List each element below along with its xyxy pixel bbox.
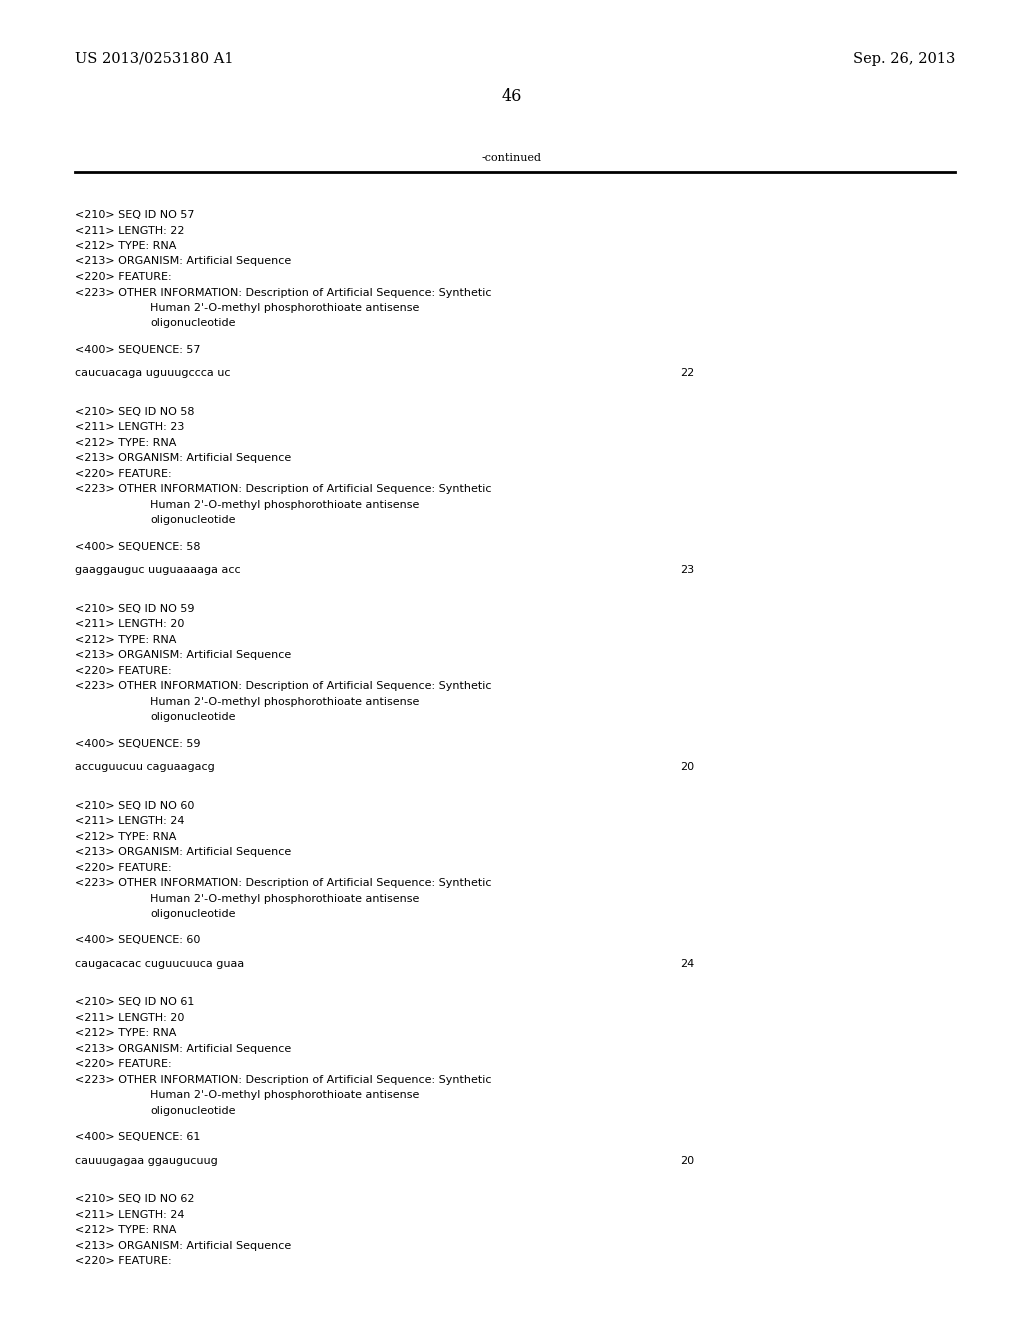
Text: Human 2'-O-methyl phosphorothioate antisense: Human 2'-O-methyl phosphorothioate antis… [150,697,420,706]
Text: cauuugagaa ggaugucuug: cauuugagaa ggaugucuug [75,1155,218,1166]
Text: <213> ORGANISM: Artificial Sequence: <213> ORGANISM: Artificial Sequence [75,1044,291,1053]
Text: <210> SEQ ID NO 61: <210> SEQ ID NO 61 [75,998,195,1007]
Text: <210> SEQ ID NO 58: <210> SEQ ID NO 58 [75,407,195,417]
Text: US 2013/0253180 A1: US 2013/0253180 A1 [75,51,233,66]
Text: 20: 20 [680,1155,694,1166]
Text: <400> SEQUENCE: 59: <400> SEQUENCE: 59 [75,739,201,748]
Text: <210> SEQ ID NO 57: <210> SEQ ID NO 57 [75,210,195,220]
Text: <210> SEQ ID NO 59: <210> SEQ ID NO 59 [75,603,195,614]
Text: <212> TYPE: RNA: <212> TYPE: RNA [75,832,176,842]
Text: 24: 24 [680,958,694,969]
Text: <210> SEQ ID NO 60: <210> SEQ ID NO 60 [75,800,195,810]
Text: Human 2'-O-methyl phosphorothioate antisense: Human 2'-O-methyl phosphorothioate antis… [150,304,420,313]
Text: <213> ORGANISM: Artificial Sequence: <213> ORGANISM: Artificial Sequence [75,1241,291,1251]
Text: Human 2'-O-methyl phosphorothioate antisense: Human 2'-O-methyl phosphorothioate antis… [150,1090,420,1101]
Text: <211> LENGTH: 24: <211> LENGTH: 24 [75,1209,184,1220]
Text: <210> SEQ ID NO 62: <210> SEQ ID NO 62 [75,1195,195,1204]
Text: <223> OTHER INFORMATION: Description of Artificial Sequence: Synthetic: <223> OTHER INFORMATION: Description of … [75,484,492,495]
Text: <220> FEATURE:: <220> FEATURE: [75,469,172,479]
Text: <223> OTHER INFORMATION: Description of Artificial Sequence: Synthetic: <223> OTHER INFORMATION: Description of … [75,288,492,297]
Text: oligonucleotide: oligonucleotide [150,909,236,919]
Text: <400> SEQUENCE: 57: <400> SEQUENCE: 57 [75,345,201,355]
Text: -continued: -continued [482,153,542,162]
Text: <220> FEATURE:: <220> FEATURE: [75,665,172,676]
Text: accuguucuu caguaagacg: accuguucuu caguaagacg [75,762,215,772]
Text: <212> TYPE: RNA: <212> TYPE: RNA [75,1225,176,1236]
Text: oligonucleotide: oligonucleotide [150,318,236,329]
Text: oligonucleotide: oligonucleotide [150,713,236,722]
Text: <212> TYPE: RNA: <212> TYPE: RNA [75,1028,176,1039]
Text: <212> TYPE: RNA: <212> TYPE: RNA [75,242,176,251]
Text: <213> ORGANISM: Artificial Sequence: <213> ORGANISM: Artificial Sequence [75,651,291,660]
Text: <211> LENGTH: 20: <211> LENGTH: 20 [75,619,184,630]
Text: <211> LENGTH: 23: <211> LENGTH: 23 [75,422,184,433]
Text: caucuacaga uguuugccca uc: caucuacaga uguuugccca uc [75,368,230,378]
Text: <223> OTHER INFORMATION: Description of Artificial Sequence: Synthetic: <223> OTHER INFORMATION: Description of … [75,878,492,888]
Text: <211> LENGTH: 20: <211> LENGTH: 20 [75,1012,184,1023]
Text: 20: 20 [680,762,694,772]
Text: <220> FEATURE:: <220> FEATURE: [75,272,172,282]
Text: <220> FEATURE:: <220> FEATURE: [75,862,172,873]
Text: <213> ORGANISM: Artificial Sequence: <213> ORGANISM: Artificial Sequence [75,256,291,267]
Text: <400> SEQUENCE: 58: <400> SEQUENCE: 58 [75,541,201,552]
Text: <220> FEATURE:: <220> FEATURE: [75,1257,172,1266]
Text: <212> TYPE: RNA: <212> TYPE: RNA [75,438,176,447]
Text: oligonucleotide: oligonucleotide [150,515,236,525]
Text: 22: 22 [680,368,694,378]
Text: <400> SEQUENCE: 61: <400> SEQUENCE: 61 [75,1133,201,1142]
Text: <223> OTHER INFORMATION: Description of Artificial Sequence: Synthetic: <223> OTHER INFORMATION: Description of … [75,681,492,692]
Text: Human 2'-O-methyl phosphorothioate antisense: Human 2'-O-methyl phosphorothioate antis… [150,500,420,510]
Text: 46: 46 [502,88,522,106]
Text: <212> TYPE: RNA: <212> TYPE: RNA [75,635,176,644]
Text: <223> OTHER INFORMATION: Description of Artificial Sequence: Synthetic: <223> OTHER INFORMATION: Description of … [75,1074,492,1085]
Text: Human 2'-O-methyl phosphorothioate antisense: Human 2'-O-methyl phosphorothioate antis… [150,894,420,904]
Text: Sep. 26, 2013: Sep. 26, 2013 [853,51,955,66]
Text: <400> SEQUENCE: 60: <400> SEQUENCE: 60 [75,936,201,945]
Text: <220> FEATURE:: <220> FEATURE: [75,1060,172,1069]
Text: <213> ORGANISM: Artificial Sequence: <213> ORGANISM: Artificial Sequence [75,847,291,857]
Text: gaaggauguc uuguaaaaga acc: gaaggauguc uuguaaaaga acc [75,565,241,576]
Text: <213> ORGANISM: Artificial Sequence: <213> ORGANISM: Artificial Sequence [75,453,291,463]
Text: <211> LENGTH: 22: <211> LENGTH: 22 [75,226,184,235]
Text: caugacacac cuguucuuca guaa: caugacacac cuguucuuca guaa [75,958,245,969]
Text: 23: 23 [680,565,694,576]
Text: <211> LENGTH: 24: <211> LENGTH: 24 [75,816,184,826]
Text: oligonucleotide: oligonucleotide [150,1106,236,1115]
